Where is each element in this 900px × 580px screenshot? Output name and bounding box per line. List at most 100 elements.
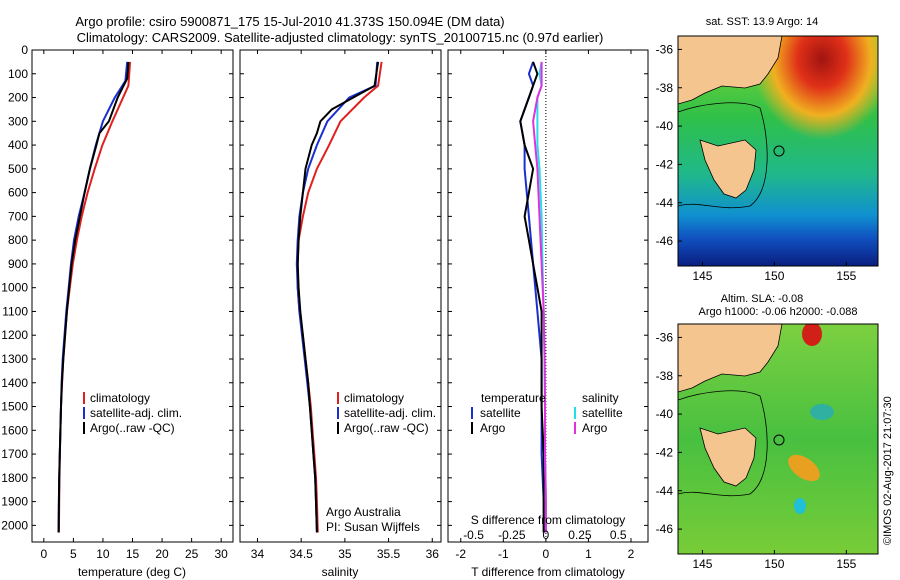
x-tick-label: 30 xyxy=(214,547,228,561)
depth-tick-label: 1200 xyxy=(1,328,28,342)
legend-title-salinity: salinity xyxy=(582,391,619,405)
lat-tick-label: -44 xyxy=(656,196,674,210)
depth-tick-label: 1500 xyxy=(1,400,28,414)
x-tick-label: 15 xyxy=(126,547,140,561)
s-diff-tick-label: -0.5 xyxy=(463,528,484,542)
lat-tick-label: -40 xyxy=(656,119,674,133)
sst-map: sat. SST: 13.9 Argo: 14 145 150 155 -36 -38 -… xyxy=(656,16,879,283)
legend-label-t-satellite: satellite xyxy=(480,406,521,420)
difference-axes xyxy=(447,49,649,543)
salinity-lines xyxy=(295,61,383,533)
x-tick-label: 5 xyxy=(70,547,77,561)
series-line-argo-raw-qc- xyxy=(57,61,130,533)
x-tick-label: 34 xyxy=(251,547,265,561)
depth-tick-label: 500 xyxy=(8,162,28,176)
lat-tick-label: -36 xyxy=(656,42,674,56)
depth-tick-label: 1400 xyxy=(1,376,28,390)
difference-panel: -2 -1 0 1 2 -0.5 -0.25 0 0.25 0.5 S difference f… xyxy=(447,49,649,579)
depth-tick-label: 1100 xyxy=(2,304,28,318)
depth-tick-label: 0 xyxy=(21,43,28,57)
annotation-argo-australia: Argo Australia xyxy=(326,505,401,519)
depth-tick-label: 200 xyxy=(8,91,28,105)
depth-tick-label: 600 xyxy=(8,186,28,200)
s-diff-tick-label: 0.25 xyxy=(568,528,592,542)
salinity-legend: climatology satellite-adj. clim. Argo(..… xyxy=(337,391,436,435)
imos-footer: ©IMOS 02-Aug-2017 21:07:30 xyxy=(882,396,894,545)
temperature-xlabel: temperature (deg C) xyxy=(78,565,186,579)
legend-label-s-argo: Argo xyxy=(582,421,608,435)
x-tick-label: 34.5 xyxy=(289,547,313,561)
difference-legend: temperature satellite Argo salinity sate… xyxy=(471,391,623,435)
mainland-australia xyxy=(678,324,783,393)
salinity-xticks: 34 34.5 35 35.5 36 xyxy=(251,50,439,561)
header-line1: Argo profile: csiro 5900871_175 15-Jul-2… xyxy=(75,14,504,29)
x-tick-label: 2 xyxy=(628,547,635,561)
sla-map-axes: 145 150 155 -36 -38 -40 -42 -44 -46 xyxy=(656,330,857,571)
series-line-t-argo xyxy=(519,61,545,533)
depth-axis-ticks: 0 100 200 300 400 500 600 700 800 900 1000 1100 1200… xyxy=(1,43,233,532)
lon-tick-label: 155 xyxy=(836,269,856,283)
sla-high-anomaly xyxy=(802,324,822,346)
legend-label-satellite: satellite-adj. clim. xyxy=(90,406,182,420)
t-difference-label: T difference from climatology xyxy=(471,565,625,579)
legend-label-climatology: climatology xyxy=(344,391,404,405)
x-tick-label: 36 xyxy=(426,547,440,561)
legend-label-argo: Argo(..raw -QC) xyxy=(90,421,175,435)
legend-label-argo: Argo(..raw -QC) xyxy=(344,421,429,435)
lon-tick-label: 145 xyxy=(692,269,712,283)
difference-xticks: -2 -1 0 1 2 xyxy=(455,50,635,561)
series-line-s-argo xyxy=(532,61,547,533)
sla-low-anomaly xyxy=(794,498,806,514)
salinity-axes xyxy=(239,49,442,543)
x-tick-label: -1 xyxy=(498,547,509,561)
x-tick-label: 10 xyxy=(96,547,110,561)
lon-tick-label: 150 xyxy=(764,269,784,283)
depth-tick-label: 400 xyxy=(8,138,28,152)
sst-map-axes: 145 150 155 -36 -38 -40 -42 -44 -46 xyxy=(656,42,857,283)
sla-positive-anomaly xyxy=(788,454,820,482)
legend-label-s-satellite: satellite xyxy=(582,406,623,420)
salinity-depth-ticks xyxy=(240,49,441,526)
depth-tick-label: 700 xyxy=(8,209,28,223)
lat-tick-label: -40 xyxy=(656,407,674,421)
sla-map: Altim. SLA: -0.08 Argo h1000: -0.06 h200… xyxy=(656,293,879,571)
lon-tick-label: 150 xyxy=(764,557,784,571)
shelf-contour xyxy=(678,102,768,209)
legend-label-climatology: climatology xyxy=(90,391,150,405)
argo-location-marker xyxy=(773,145,785,157)
difference-depth-ticks xyxy=(448,49,648,526)
lat-tick-label: -38 xyxy=(656,369,674,383)
sst-map-frame xyxy=(677,35,879,267)
depth-tick-label: 1700 xyxy=(1,447,28,461)
header-line2: Climatology: CARS2009. Satellite-adjuste… xyxy=(77,30,604,45)
x-tick-label: 0 xyxy=(543,547,550,561)
lat-tick-label: -36 xyxy=(656,330,674,344)
shelf-contour xyxy=(678,390,768,497)
x-tick-label: 35 xyxy=(338,547,352,561)
salinity-difference-ticks: -0.5 -0.25 0 0.25 0.5 xyxy=(463,528,627,542)
lat-tick-label: -42 xyxy=(656,157,674,171)
sst-map-title: sat. SST: 13.9 Argo: 14 xyxy=(706,16,819,28)
s-difference-label: S difference from climatology xyxy=(471,513,626,527)
s-diff-tick-label: 0 xyxy=(543,528,550,542)
depth-tick-label: 1600 xyxy=(1,423,28,437)
difference-lines xyxy=(519,61,547,533)
tasmania xyxy=(699,427,757,487)
lat-tick-label: -42 xyxy=(656,445,674,459)
temperature-panel: 0100200300400500600700800900100011001200… xyxy=(1,43,234,579)
depth-tick-label: 1800 xyxy=(1,471,28,485)
x-tick-label: 20 xyxy=(155,547,169,561)
depth-tick-label: 1300 xyxy=(1,352,28,366)
x-tick-label: -2 xyxy=(455,547,466,561)
depth-tick-label: 300 xyxy=(8,114,28,128)
x-tick-label: 1 xyxy=(585,547,592,561)
legend-label-satellite: satellite-adj. clim. xyxy=(344,406,436,420)
temperature-xticks: 0 5 10 15 20 25 30 xyxy=(40,50,228,561)
series-line-argo-raw-qc- xyxy=(296,61,380,533)
s-diff-tick-label: -0.25 xyxy=(498,528,526,542)
lat-tick-label: -38 xyxy=(656,81,674,95)
sla-map-title: Altim. SLA: -0.08 xyxy=(721,293,804,305)
salinity-xlabel: salinity xyxy=(322,565,359,579)
legend-title-temperature: temperature xyxy=(481,391,546,405)
